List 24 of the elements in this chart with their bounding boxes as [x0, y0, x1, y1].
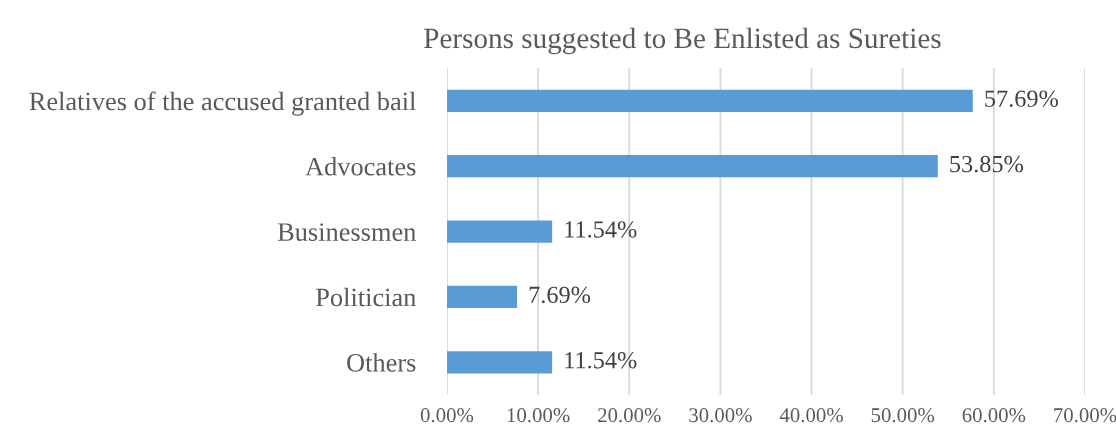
- y-tick-label: Politician: [316, 287, 416, 307]
- bar: [446, 89, 973, 112]
- chart-title: Persons suggested to Be Enlisted as Sureties: [424, 27, 941, 55]
- data-label: 57.69%: [985, 90, 1058, 107]
- x-tick-label: 30.00%: [689, 408, 752, 423]
- bar: [446, 220, 553, 243]
- bar: [446, 351, 553, 374]
- data-label: 11.54%: [565, 352, 637, 369]
- x-tick-label: 60.00%: [962, 408, 1026, 423]
- x-tick-label: 0.00%: [420, 408, 474, 423]
- bar: [446, 285, 518, 309]
- data-label: 53.85%: [950, 155, 1023, 173]
- data-label: 11.54%: [565, 221, 637, 238]
- x-tick-label: 70.00%: [1054, 408, 1116, 423]
- y-tick-label: Others: [347, 353, 416, 372]
- x-tick-label: 10.00%: [507, 408, 570, 423]
- x-tick-label: 50.00%: [871, 408, 935, 423]
- y-tick-label: Advocates: [305, 157, 416, 176]
- bar: [446, 155, 938, 178]
- data-label: 7.69%: [529, 286, 591, 304]
- x-tick-label: 40.00%: [779, 408, 843, 423]
- y-tick-label: Relatives of the accused granted bail: [29, 91, 416, 116]
- y-tick-label: Businessmen: [277, 223, 416, 241]
- x-tick-label: 20.00%: [598, 408, 661, 423]
